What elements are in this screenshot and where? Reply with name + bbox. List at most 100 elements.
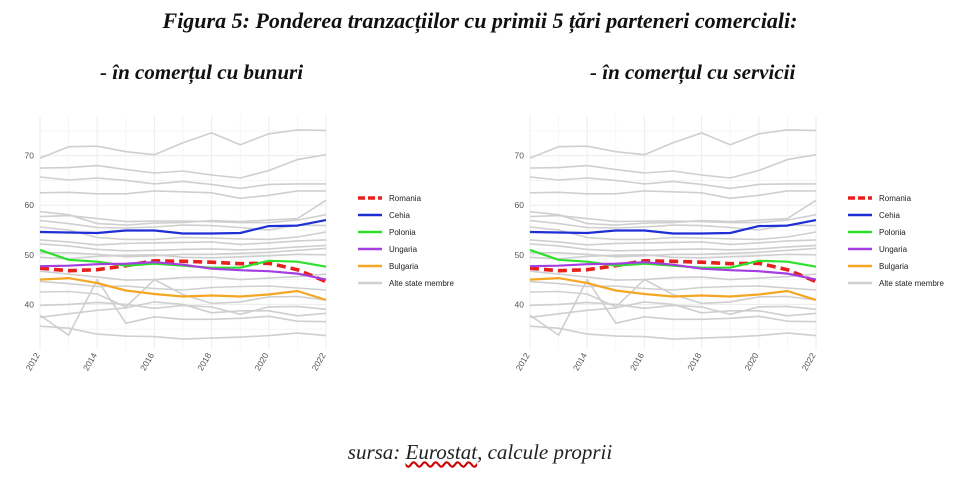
series-line-other	[39, 253, 327, 260]
legend-item: Cehia	[358, 211, 410, 220]
x-tick-label: 2018	[195, 351, 213, 373]
legend-label: Alte state membre	[879, 279, 944, 288]
series-line-other	[529, 213, 817, 224]
legend-label: Ungaria	[879, 245, 908, 254]
legend-label: Bulgaria	[879, 262, 909, 271]
series-line-other	[39, 325, 327, 340]
series-line-other	[529, 253, 817, 260]
y-tick-label: 60	[25, 200, 35, 210]
series-line-ungaria	[529, 261, 817, 281]
series-line-other	[39, 301, 327, 316]
legend-label: Ungaria	[389, 245, 418, 254]
x-tick-label: 2012	[514, 351, 532, 373]
series-line-other	[39, 219, 327, 231]
series-line-other	[39, 213, 327, 224]
source-note: sursa: Eurostat, calcule proprii	[0, 440, 960, 465]
figure-title: Figura 5: Ponderea tranzacțiilor cu prim…	[162, 8, 798, 33]
x-tick-label: 2020	[742, 351, 760, 373]
legend-label: Cehia	[389, 211, 410, 220]
source-link[interactable]: Eurostat	[405, 440, 478, 464]
legend-item: Ungaria	[358, 245, 418, 254]
y-tick-labels: 40 50 60 70	[25, 151, 35, 310]
legend-item: Romania	[848, 194, 912, 203]
series-line-other	[39, 301, 327, 319]
series-lines	[529, 129, 817, 340]
legend-label: Bulgaria	[389, 262, 419, 271]
x-tick-label: 2020	[252, 351, 270, 373]
y-tick-labels: 40 50 60 70	[515, 151, 525, 310]
legend: Romania Cehia Polonia Ungaria Bulgaria Alte s…	[358, 194, 454, 288]
y-tick-label: 50	[25, 250, 35, 260]
series-line-other	[39, 199, 327, 226]
legend-label: Alte state membre	[389, 279, 454, 288]
source-suffix: , calcule proprii	[477, 440, 613, 464]
series-line-other	[39, 226, 327, 241]
series-line-cehia	[529, 219, 817, 235]
series-line-bulgaria	[39, 277, 327, 301]
series-line-other	[529, 280, 817, 291]
x-tick-label: 2014	[571, 351, 589, 373]
x-tick-label: 2018	[685, 351, 703, 373]
legend-item: Bulgaria	[848, 262, 909, 271]
chart-services: 40 50 60 70 2012 2014 2016 2018 2020 2022 Romania C…	[496, 108, 956, 398]
legend: Romania Cehia Polonia Ungaria Bulgaria Alte s…	[848, 194, 944, 288]
series-line-other	[529, 153, 817, 179]
series-line-other	[40, 247, 327, 258]
series-line-other	[39, 153, 327, 179]
series-line-other	[529, 219, 817, 231]
series-line-other	[39, 270, 327, 281]
series-line-alte-state-membre	[529, 129, 817, 159]
legend-label: Romania	[389, 194, 422, 203]
series-line-other	[529, 199, 817, 226]
x-tick-labels: 2012 2014 2016 2018 2020 2022	[514, 351, 818, 373]
chart-goods: 40 50 60 70 2012 2014 2016 2018 2020 2022 Romania C…	[6, 108, 466, 398]
legend-item: Ungaria	[848, 245, 908, 254]
series-line-other	[529, 176, 816, 190]
source-prefix: sursa:	[347, 440, 406, 464]
legend-label: Polonia	[389, 228, 416, 237]
y-tick-label: 40	[515, 299, 525, 309]
series-lines	[39, 129, 327, 340]
legend-label: Romania	[879, 194, 912, 203]
x-tick-label: 2022	[310, 351, 328, 373]
series-line-other	[39, 239, 327, 246]
series-line-romania	[529, 259, 817, 284]
series-line-other	[39, 280, 327, 291]
y-tick-label: 70	[515, 151, 525, 161]
series-line-cehia	[39, 219, 327, 235]
x-tick-labels: 2012 2014 2016 2018 2020 2022	[24, 351, 328, 373]
series-line-other	[39, 176, 326, 190]
legend-item: Alte state membre	[848, 279, 944, 288]
chart-goods-svg: 40 50 60 70 2012 2014 2016 2018 2020 2022 Romania C…	[24, 116, 454, 373]
x-tick-label: 2014	[81, 351, 99, 373]
chart-services-svg: 40 50 60 70 2012 2014 2016 2018 2020 2022 Romania C…	[514, 116, 944, 373]
legend-item: Bulgaria	[358, 262, 419, 271]
x-tick-label: 2016	[628, 351, 646, 373]
series-line-other	[529, 301, 817, 316]
series-line-other	[39, 190, 326, 200]
series-line-other	[529, 270, 817, 281]
legend-label: Cehia	[879, 211, 900, 220]
series-line-other	[529, 226, 817, 241]
subtitle-goods: - în comerțul cu bunuri	[100, 60, 304, 84]
series-line-other	[529, 190, 816, 200]
series-line-other	[39, 278, 327, 308]
series-line-other	[39, 278, 327, 336]
series-line-other	[529, 278, 817, 308]
y-tick-label: 60	[515, 200, 525, 210]
series-line-other	[529, 239, 817, 246]
legend-item: Romania	[358, 194, 422, 203]
legend-item: Polonia	[848, 228, 906, 237]
series-line-ungaria	[39, 261, 327, 281]
legend-item: Alte state membre	[358, 279, 454, 288]
series-line-other	[529, 278, 817, 336]
grid	[39, 116, 327, 349]
series-line-bulgaria	[529, 277, 817, 301]
x-tick-label: 2012	[24, 351, 42, 373]
legend-item: Polonia	[358, 228, 416, 237]
y-tick-label: 40	[25, 299, 35, 309]
series-line-other	[529, 325, 817, 340]
series-line-other	[529, 301, 817, 319]
x-tick-label: 2016	[138, 351, 156, 373]
y-tick-label: 70	[25, 151, 35, 161]
